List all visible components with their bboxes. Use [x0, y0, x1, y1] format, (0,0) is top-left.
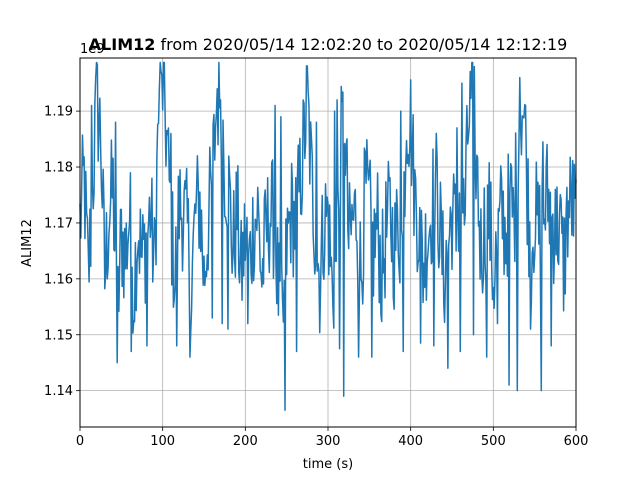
x-tick-label: 500	[481, 434, 506, 449]
y-tick-label: 1.19	[44, 105, 73, 120]
y-tick-label: 1.18	[44, 161, 73, 176]
x-tick-label: 200	[233, 434, 258, 449]
x-tick-label: 400	[398, 434, 423, 449]
x-tick-label: 0	[76, 434, 84, 449]
y-tick-label: 1.14	[44, 384, 73, 399]
y-tick-label: 1.17	[44, 216, 73, 231]
chart-title-rest: from 2020/05/14 12:02:20 to 2020/05/14 1…	[155, 35, 567, 54]
x-tick-label: 100	[150, 434, 175, 449]
series-line	[79, 61, 577, 411]
x-tick-label: 300	[316, 434, 341, 449]
chart-title: ALIM12 from 2020/05/14 12:02:20 to 2020/…	[89, 35, 568, 54]
x-axis-title: time (s)	[303, 457, 353, 472]
y-offset-text: 1e9	[80, 42, 105, 57]
x-tick-label: 600	[564, 434, 589, 449]
data-series	[79, 61, 577, 411]
x-axis: 0 100 200 300 400 500 600	[76, 427, 589, 449]
y-tick-label: 1.16	[44, 272, 73, 287]
y-axis-title: ALIM12	[20, 219, 35, 267]
chart-title-bold: ALIM12	[89, 35, 156, 54]
y-tick-label: 1.15	[44, 328, 73, 343]
y-axis: 1.14 1.15 1.16 1.17 1.18 1.19	[44, 105, 80, 399]
